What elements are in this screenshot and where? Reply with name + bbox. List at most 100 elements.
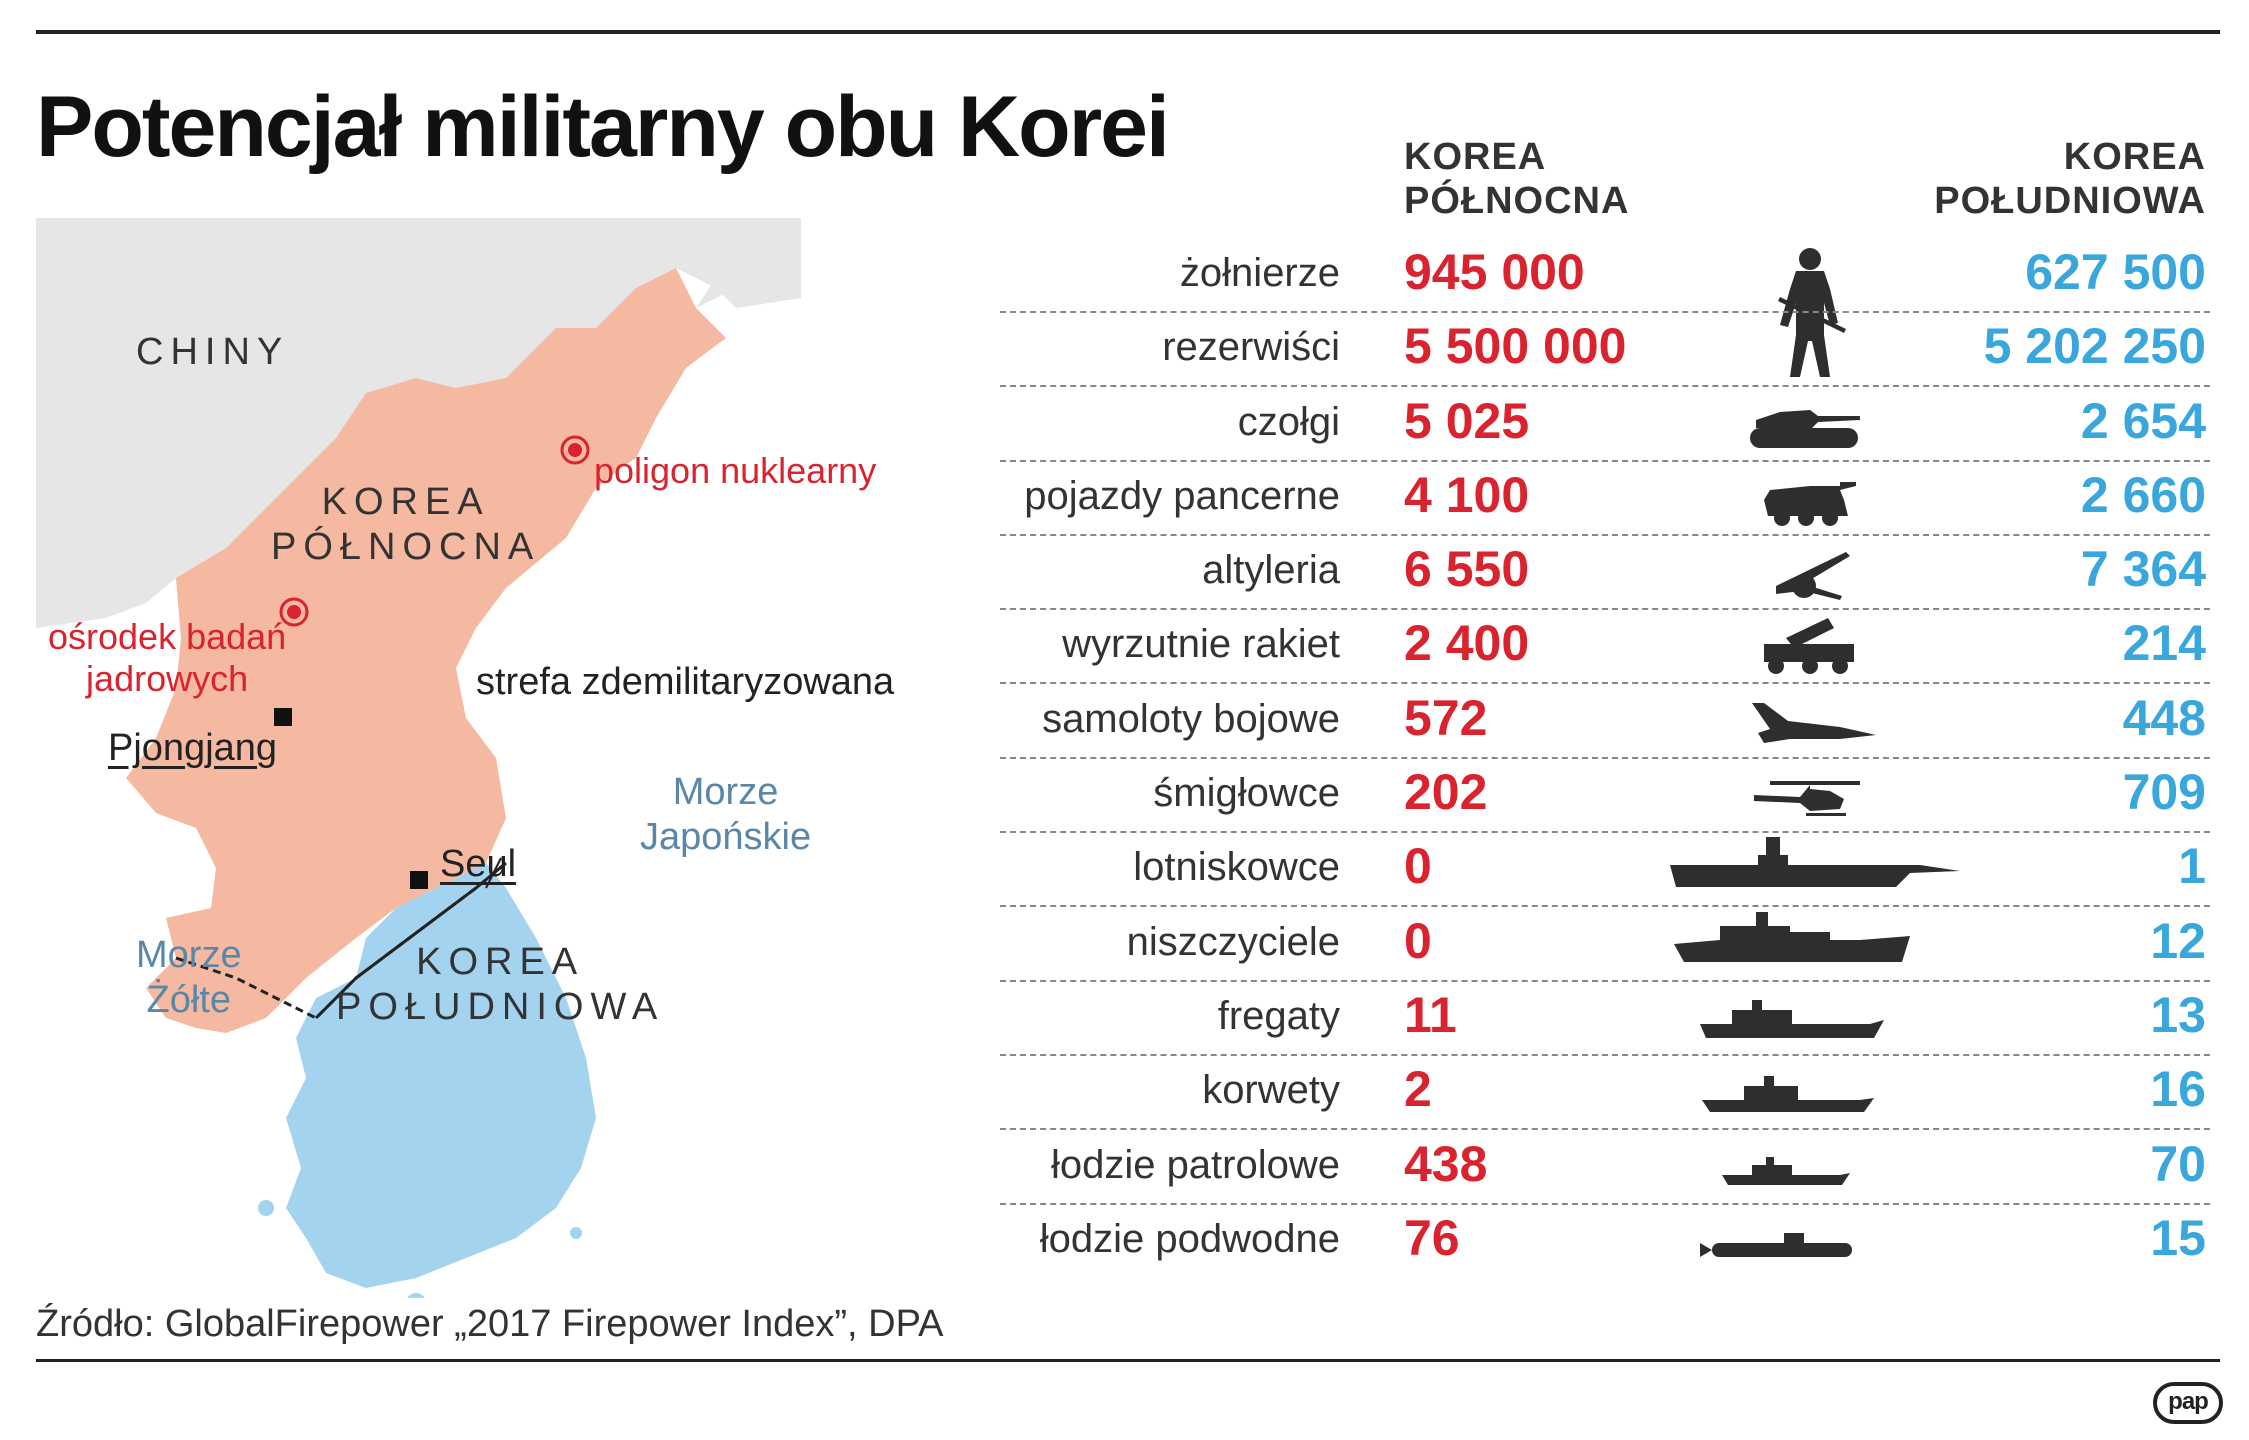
table-row: samoloty bojowe 572 448 — [1000, 683, 2210, 759]
row-separator — [1000, 979, 2210, 982]
row-separator — [1000, 682, 2210, 685]
north-value: 6 550 — [1404, 541, 1530, 598]
row-label: pojazdy pancerne — [1024, 473, 1340, 518]
row-label: lotniskowce — [1133, 845, 1340, 890]
south-value: 7 364 — [2080, 541, 2206, 598]
row-separator — [1000, 533, 2210, 536]
north-value: 945 000 — [1404, 244, 1585, 300]
seoul-label: Seul — [440, 843, 517, 885]
bottom-rule — [36, 1359, 2220, 1362]
submarine-icon — [1660, 1203, 1960, 1277]
table-row: łodzie patrolowe 438 70 — [1000, 1129, 2210, 1205]
north-value: 0 — [1404, 838, 1432, 895]
south-value: 709 — [2122, 764, 2206, 821]
north-value: 5 500 000 — [1404, 318, 1627, 375]
artillery-icon — [1660, 534, 1960, 608]
table-row: pojazdy pancerne 4 100 2 660 — [1000, 460, 2210, 536]
pyongyang-label: Pjongjang — [108, 727, 278, 769]
row-separator — [1000, 756, 2210, 759]
south-value: 627 500 — [2025, 244, 2206, 300]
table-row: wyrzutnie rakiet 2 400 214 — [1000, 608, 2210, 685]
dmz-label: strefa zdemilitaryzowana — [476, 661, 895, 703]
page-title: Potencjał militarny obu Korei — [36, 79, 1170, 175]
table-row: łodzie podwodne 76 15 — [1000, 1203, 2210, 1277]
row-label: czołgi — [1237, 399, 1340, 444]
row-separator — [1000, 831, 2210, 834]
north-value: 76 — [1404, 1209, 1460, 1266]
row-separator — [1000, 608, 2210, 611]
north-value: 11 — [1404, 986, 1457, 1043]
row-label: wyrzutnie rakiet — [1062, 622, 1340, 667]
table-row: czołgi 5 025 2 654 — [1000, 386, 2210, 462]
south-korea-map-label: KOREA POŁUDNIOWA — [336, 941, 665, 1028]
row-label: niszczyciele — [1126, 919, 1340, 964]
fighter-jet-icon — [1660, 683, 1960, 757]
yellow-sea-label: Morze Żółte — [136, 934, 242, 1021]
sea-of-japan-label: Morze Japońskie — [640, 771, 812, 858]
table-row: rezerwiści 5 500 000 5 202 250 — [1000, 311, 2210, 388]
south-value: 5 202 250 — [1983, 318, 2206, 375]
table-row: altyleria 6 550 7 364 — [1000, 534, 2210, 611]
table-row: fregaty 11 13 — [1000, 980, 2210, 1056]
top-rule — [36, 30, 2220, 34]
south-value: 15 — [2150, 1209, 2206, 1266]
north-value: 202 — [1404, 764, 1488, 821]
row-label: rezerwiści — [1162, 325, 1340, 370]
table-row: lotniskowce 0 1 — [1000, 831, 2210, 908]
row-label: śmigłowce — [1153, 771, 1340, 816]
south-value: 448 — [2122, 689, 2206, 746]
helicopter-icon — [1660, 757, 1960, 831]
row-separator — [1000, 385, 2210, 388]
south-value: 70 — [2150, 1135, 2206, 1192]
frigate-icon — [1660, 980, 1960, 1054]
north-value: 572 — [1404, 689, 1488, 746]
source-note: Źródło: GlobalFirepower „2017 Firepower … — [36, 1303, 944, 1345]
nuclear-site-label: poligon nuklearny — [594, 450, 877, 491]
map-shapes — [36, 218, 801, 1313]
south-value: 2 654 — [2080, 392, 2206, 449]
row-separator — [1000, 1128, 2210, 1131]
row-label: żołnierze — [1179, 251, 1340, 295]
south-value: 12 — [2150, 912, 2206, 969]
row-separator — [1000, 1053, 2210, 1056]
corvette-icon — [1660, 1054, 1960, 1128]
north-korea-column-header: KOREA PÓŁNOCNA — [1404, 136, 1630, 222]
south-value: 16 — [2150, 1061, 2206, 1118]
destroyer-icon — [1660, 906, 1960, 980]
table-row: żołnierze 945 000 627 500 — [1000, 237, 2210, 377]
row-separator — [1000, 905, 2210, 908]
armored-vehicle-icon — [1660, 460, 1960, 534]
south-value: 214 — [2122, 615, 2206, 672]
row-label: altyleria — [1202, 548, 1340, 593]
comparison-table: żołnierze 945 000 627 500 rezerwiści 5 5… — [1000, 237, 2210, 1277]
row-separator — [1000, 311, 2210, 313]
north-value: 2 400 — [1404, 615, 1530, 672]
north-value: 5 025 — [1404, 392, 1530, 449]
patrol-boat-icon — [1660, 1129, 1960, 1203]
north-value: 4 100 — [1404, 466, 1530, 523]
row-label: fregaty — [1217, 993, 1340, 1038]
aircraft-carrier-icon — [1660, 831, 1960, 905]
table-row: korwety 2 16 — [1000, 1054, 2210, 1131]
table-row: śmigłowce 202 709 — [1000, 757, 2210, 834]
pap-logo: pap — [2153, 1382, 2223, 1424]
south-korea-column-header: KOREA POŁUDNIOWA — [1934, 136, 2206, 222]
south-value: 1 — [2178, 838, 2206, 895]
rocket-launcher-icon — [1660, 608, 1960, 682]
row-label: samoloty bojowe — [1042, 696, 1340, 741]
table-row: niszczyciele 0 12 — [1000, 906, 2210, 982]
tank-icon — [1660, 386, 1960, 460]
korea-map: CHINY KOREA PÓŁNOCNA KOREA POŁUDNIOWA poli… — [36, 218, 1036, 1313]
row-separator — [1000, 459, 2210, 462]
north-korea-map-label: KOREA PÓŁNOCNA — [271, 481, 541, 568]
south-value: 13 — [2150, 986, 2206, 1043]
north-value: 438 — [1404, 1135, 1488, 1192]
research-center-label: ośrodek badań jadrowych — [48, 616, 287, 700]
row-separator — [1000, 1202, 2210, 1205]
china-label: CHINY — [136, 331, 290, 373]
soldier-icon — [1660, 237, 1960, 377]
row-label: łodzie patrolowe — [1050, 1142, 1340, 1187]
north-value: 2 — [1404, 1061, 1432, 1118]
row-label: korwety — [1202, 1068, 1340, 1113]
row-label: łodzie podwodne — [1039, 1216, 1340, 1261]
